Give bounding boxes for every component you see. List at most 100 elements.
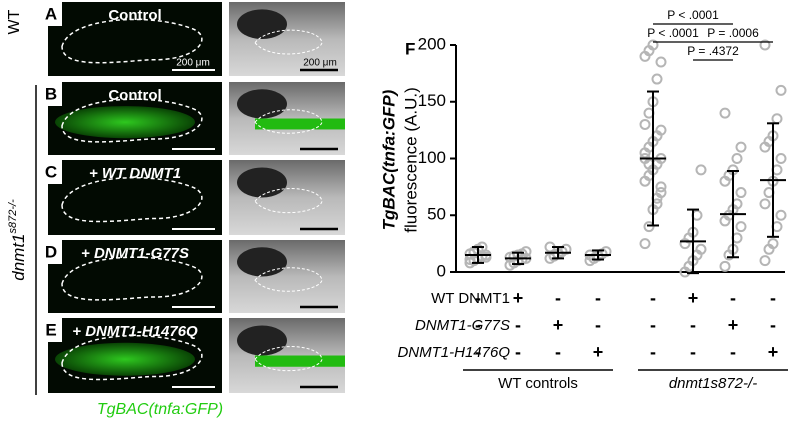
data-point — [731, 153, 743, 164]
data-point — [735, 187, 747, 199]
eye — [237, 247, 287, 277]
eye — [237, 89, 287, 119]
data-point — [655, 56, 667, 68]
data-point — [771, 113, 783, 125]
letter-box — [40, 240, 62, 264]
condition-sign: - — [515, 342, 521, 362]
y-tick-label: 100 — [418, 148, 446, 167]
panel-label: + WT DNMT1 — [89, 165, 181, 182]
eye — [237, 325, 287, 356]
data-point — [775, 209, 787, 221]
data-point — [647, 39, 659, 51]
p-value: P = .0006 — [707, 26, 759, 40]
panel-letter: C — [45, 162, 57, 181]
condition-sign: - — [730, 342, 736, 362]
condition-sign: - — [515, 315, 521, 335]
data-point — [655, 124, 667, 136]
data-point — [767, 238, 779, 250]
condition-sign: - — [475, 342, 481, 362]
scale-label: 200 μm — [176, 58, 210, 69]
panel-letter: B — [45, 84, 57, 103]
caption: TgBAC(tnfa:GFP) — [97, 401, 223, 418]
data-point — [759, 255, 771, 267]
panel-letter: A — [45, 4, 57, 23]
micrograph — [48, 240, 222, 313]
panel-letter: D — [45, 242, 57, 261]
y-label: TgBAC(tnfa:GFP) — [379, 89, 398, 230]
micrograph — [48, 160, 222, 235]
y-label: fluorescence (A.U.) — [401, 87, 420, 233]
scale-label: 200 μm — [303, 58, 337, 69]
condition-sign: - — [770, 288, 776, 308]
panel-label: Control — [108, 7, 161, 24]
data-point — [520, 246, 532, 258]
gfp-signal — [55, 342, 195, 376]
data-point — [735, 221, 747, 233]
condition-sign: - — [650, 342, 656, 362]
condition-label: DNMT1-H1476Q — [397, 344, 510, 361]
condition-sign: + — [768, 342, 779, 362]
data-point — [759, 198, 771, 210]
panel-label: + DNMT1-H1476Q — [72, 323, 198, 340]
p-value: P = .4372 — [687, 44, 739, 58]
y-tick-label: 0 — [437, 261, 446, 280]
condition-sign: - — [595, 315, 601, 335]
panel-letter: F — [405, 39, 415, 58]
data-point — [651, 73, 663, 85]
letter-box — [40, 160, 62, 184]
panel-label: Control — [108, 87, 161, 104]
gfp-thumb — [255, 118, 345, 130]
condition-sign: - — [690, 315, 696, 335]
data-point — [775, 153, 787, 164]
data-point — [639, 238, 651, 250]
data-point — [639, 118, 651, 130]
condition-sign: - — [770, 315, 776, 335]
mutant-label: dnmt1s872-/- — [7, 199, 29, 281]
data-point — [759, 39, 771, 51]
data-point — [560, 243, 572, 255]
condition-sign: - — [555, 288, 561, 308]
data-point — [719, 107, 731, 119]
condition-sign: - — [650, 288, 656, 308]
data-point — [480, 251, 492, 263]
mutant-allele: s872-/- — [7, 199, 19, 234]
data-point — [775, 84, 787, 96]
eye — [237, 9, 287, 39]
condition-sign: + — [688, 288, 699, 308]
data-point — [600, 246, 612, 258]
p-value: P < .0001 — [667, 8, 719, 22]
panel-label: + DNMT1-G77S — [81, 245, 189, 262]
y-tick-label: 200 — [418, 34, 446, 53]
gfp-thumb — [255, 355, 345, 367]
data-point — [655, 181, 667, 193]
gfp-signal — [55, 106, 195, 139]
group-label: dnmt1s872-/- — [669, 375, 757, 392]
condition-sign: - — [555, 342, 561, 362]
data-point — [655, 187, 667, 199]
p-value: P < .0001 — [647, 26, 699, 40]
letter-box — [40, 2, 62, 26]
condition-sign: - — [730, 288, 736, 308]
data-point — [695, 164, 707, 176]
micrograph — [48, 2, 222, 76]
wt-label: WT — [6, 9, 23, 34]
condition-sign: + — [513, 288, 524, 308]
panel-letter: E — [45, 320, 56, 339]
data-point — [735, 141, 747, 153]
condition-sign: - — [475, 315, 481, 335]
condition-sign: + — [593, 342, 604, 362]
y-tick-label: 150 — [418, 91, 446, 110]
condition-sign: - — [690, 342, 696, 362]
condition-sign: - — [595, 288, 601, 308]
letter-box — [40, 318, 62, 342]
data-point — [643, 221, 655, 233]
letter-box — [40, 82, 62, 106]
condition-label: DNMT1-G77S — [415, 317, 510, 334]
condition-sign: - — [650, 315, 656, 335]
data-point — [719, 260, 731, 272]
y-tick-label: 50 — [427, 205, 446, 224]
condition-sign: + — [553, 315, 564, 335]
eye — [237, 167, 287, 198]
mutant-gene: dnmt1 — [9, 234, 28, 281]
